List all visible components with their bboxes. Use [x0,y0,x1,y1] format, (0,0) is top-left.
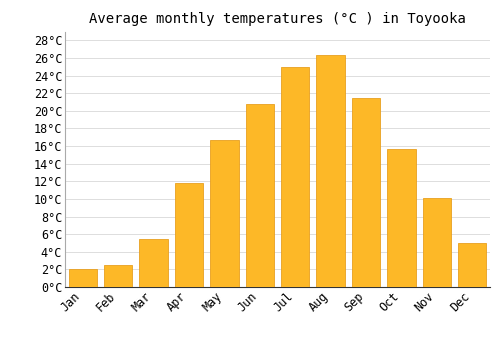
Bar [140,239,168,287]
Bar [352,98,380,287]
Bar [104,265,132,287]
Bar [422,198,451,287]
Bar [246,104,274,287]
Bar [210,140,238,287]
Bar [388,149,415,287]
Bar [175,183,203,287]
Title: Average monthly temperatures (°C ) in Toyooka: Average monthly temperatures (°C ) in To… [89,12,466,26]
Bar [281,67,310,287]
Bar [68,270,97,287]
Bar [316,55,345,287]
Bar [458,243,486,287]
